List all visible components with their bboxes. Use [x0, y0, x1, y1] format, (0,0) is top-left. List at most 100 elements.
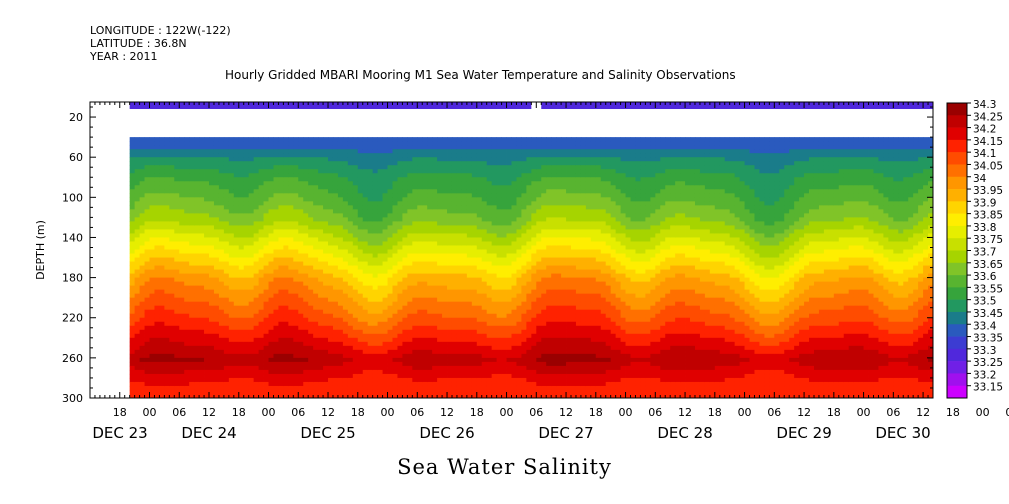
- colorbar-label: 33.85: [973, 210, 1003, 222]
- x-tick-label: 06: [529, 406, 543, 419]
- y-tick-label: 300: [62, 392, 83, 405]
- colorbar-swatch: [947, 103, 967, 116]
- chart-title: Hourly Gridded MBARI Mooring M1 Sea Wate…: [225, 68, 736, 82]
- y-tick-label: 260: [62, 352, 83, 365]
- colorbar-label: 33.4: [973, 320, 997, 332]
- colorbar-label: 33.45: [973, 308, 1003, 320]
- x-tick-label: 18: [470, 406, 484, 419]
- colorbar-label: 33.55: [973, 283, 1003, 295]
- colorbar-swatch: [947, 139, 967, 153]
- x-tick-label: 18: [827, 406, 841, 419]
- x-tick-label: 18: [708, 406, 722, 419]
- x-date-label: DEC 25: [300, 424, 355, 442]
- colorbar-swatch: [947, 373, 967, 387]
- y-tick-label: 20: [69, 111, 83, 124]
- colorbar-label: 34.25: [973, 111, 1003, 123]
- x-tick-label: 00: [262, 406, 276, 419]
- colorbar-label: 34.1: [973, 148, 996, 160]
- colorbar-swatch: [947, 176, 967, 190]
- colorbar-label: 33.3: [973, 345, 996, 357]
- colorbar-swatch: [947, 225, 967, 239]
- y-tick-label: 100: [62, 191, 83, 204]
- x-tick-label: 06: [767, 406, 781, 419]
- x-tick-label: 06: [1005, 406, 1009, 419]
- colorbar-label: 33.5: [973, 296, 996, 308]
- x-tick-label: 12: [440, 406, 454, 419]
- x-date-label: DEC 24: [181, 424, 236, 442]
- colorbar-swatch: [947, 324, 967, 337]
- x-axis-label: Sea Water Salinity: [397, 455, 612, 479]
- colorbar-swatch: [947, 275, 967, 288]
- colorbar-frame: [946, 102, 968, 399]
- salinity-heatmap: [129, 137, 934, 399]
- x-date-label: DEC 26: [419, 424, 474, 442]
- colorbar-label: 33.95: [973, 185, 1003, 197]
- x-tick-label: 12: [559, 406, 573, 419]
- colorbar-label: 33.9: [973, 197, 996, 209]
- colorbar-swatch: [947, 262, 967, 276]
- y-tick-label: 140: [62, 231, 83, 244]
- x-tick-label: 06: [410, 406, 424, 419]
- x-tick-label: 00: [381, 406, 395, 419]
- colorbar-label: 34.15: [973, 136, 1003, 148]
- colorbar-swatch: [947, 127, 967, 141]
- x-tick-label: 18: [946, 406, 960, 419]
- x-tick-label: 12: [321, 406, 335, 419]
- x-tick-label: 00: [619, 406, 633, 419]
- surface-band: [129, 102, 532, 110]
- colorbar-label: 34.05: [973, 160, 1003, 172]
- x-tick-label: 18: [351, 406, 365, 419]
- x-date-label: DEC 29: [776, 424, 831, 442]
- x-tick-label: 12: [797, 406, 811, 419]
- colorbar: 34.334.2534.234.1534.134.053433.9533.933…: [946, 99, 1003, 399]
- colorbar-swatch: [947, 152, 967, 165]
- x-date-label: DEC 27: [538, 424, 593, 442]
- colorbar-swatch: [947, 299, 967, 313]
- colorbar-swatch: [947, 287, 967, 300]
- x-tick-label: 12: [202, 406, 216, 419]
- colorbar-swatch: [947, 213, 967, 227]
- x-date-label: DEC 30: [875, 424, 930, 442]
- colorbar-label: 33.65: [973, 259, 1003, 271]
- x-tick-label: 00: [976, 406, 990, 419]
- x-tick-label: 06: [291, 406, 305, 419]
- colorbar-swatch: [947, 201, 967, 214]
- surface-band: [541, 102, 933, 110]
- colorbar-label: 33.15: [973, 382, 1003, 394]
- x-tick-label: 18: [589, 406, 603, 419]
- x-tick-label: 12: [678, 406, 692, 419]
- x-tick-label: 00: [500, 406, 514, 419]
- colorbar-label: 34: [973, 173, 987, 185]
- x-tick-label: 06: [648, 406, 662, 419]
- x-tick-label: 18: [232, 406, 246, 419]
- year-label: YEAR : 2011: [90, 50, 158, 63]
- latitude-label: LATITUDE : 36.8N: [90, 37, 187, 50]
- colorbar-label: 33.6: [973, 271, 997, 283]
- colorbar-label: 33.7: [973, 247, 996, 259]
- colorbar-swatch: [947, 164, 967, 178]
- x-tick-label: 06: [172, 406, 186, 419]
- x-tick-label: 00: [143, 406, 157, 419]
- colorbar-swatch: [947, 385, 967, 399]
- colorbar-swatch: [947, 189, 967, 202]
- colorbar-swatch: [947, 238, 967, 251]
- colorbar-swatch: [947, 250, 967, 264]
- x-tick-label: 12: [916, 406, 930, 419]
- axes: 20 60 100 140 180 220 260 300 DEPTH (m) 18 00 06 12 1…: [34, 101, 1009, 442]
- colorbar-label: 33.35: [973, 333, 1003, 345]
- x-tick-label: 00: [857, 406, 871, 419]
- y-axis-label: DEPTH (m): [34, 220, 47, 280]
- x-tick-label: 00: [738, 406, 752, 419]
- y-tick-label: 180: [62, 272, 83, 285]
- x-date-label: DEC 28: [657, 424, 712, 442]
- colorbar-label: 34.2: [973, 124, 996, 136]
- colorbar-swatch: [947, 348, 967, 362]
- x-tick-label: 18: [113, 406, 127, 419]
- colorbar-swatch: [947, 311, 967, 325]
- x-date-label: DEC 23: [92, 424, 147, 442]
- colorbar-swatch: [947, 115, 967, 128]
- y-tick-label: 220: [62, 312, 83, 325]
- colorbar-swatch: [947, 336, 967, 350]
- plot-area: [129, 102, 934, 399]
